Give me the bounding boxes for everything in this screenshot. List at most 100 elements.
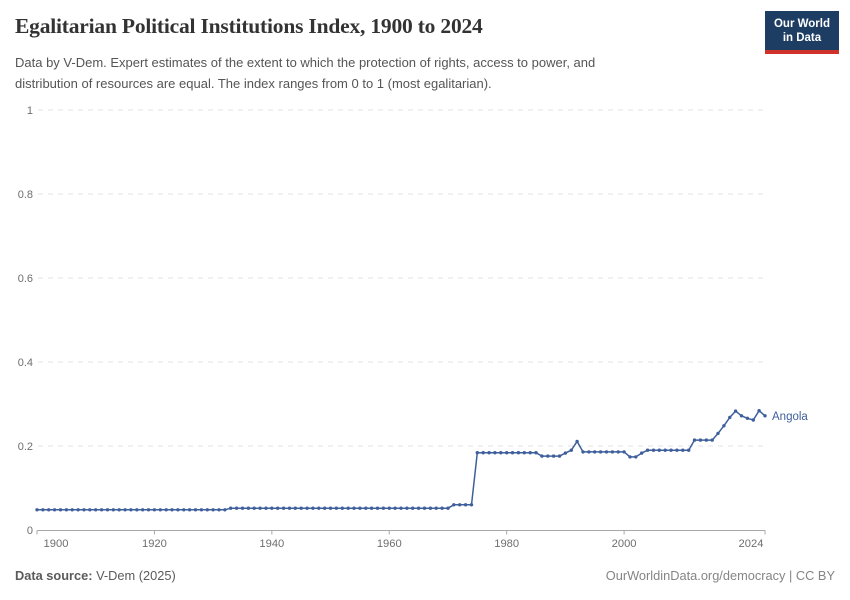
series-point bbox=[187, 508, 192, 512]
series-point bbox=[76, 508, 80, 512]
series-point bbox=[411, 506, 415, 510]
series-point bbox=[469, 503, 474, 507]
series-point bbox=[416, 506, 421, 510]
series-point bbox=[557, 454, 562, 458]
x-tick-label-1980: 1980 bbox=[494, 538, 519, 550]
series-point bbox=[463, 503, 468, 507]
data-source-label: Data source: bbox=[15, 568, 93, 583]
series-point bbox=[258, 506, 262, 510]
series-point bbox=[58, 508, 63, 512]
series-point bbox=[364, 506, 368, 510]
series-point bbox=[170, 508, 174, 512]
y-tick-label-0.6: 0.6 bbox=[18, 273, 33, 285]
series-point bbox=[317, 506, 321, 510]
series-point bbox=[141, 508, 145, 512]
series-point bbox=[399, 506, 403, 510]
series-point bbox=[598, 450, 603, 454]
y-tick-label-1: 1 bbox=[27, 105, 33, 117]
series-point bbox=[293, 506, 297, 510]
series-point bbox=[135, 508, 139, 512]
series-point bbox=[733, 409, 738, 413]
series-point bbox=[452, 503, 456, 507]
series-point bbox=[281, 506, 286, 510]
series-point bbox=[722, 424, 726, 428]
series-point bbox=[352, 506, 356, 510]
x-tick-label-1900: 1900 bbox=[44, 538, 69, 550]
series-point bbox=[534, 451, 538, 455]
series-point bbox=[481, 451, 485, 455]
series-point bbox=[340, 506, 344, 510]
series-point bbox=[505, 451, 509, 455]
page-title: Egalitarian Political Institutions Index… bbox=[15, 14, 483, 38]
series-point bbox=[270, 506, 274, 510]
x-tick-label-2000: 2000 bbox=[612, 538, 637, 550]
series-point bbox=[616, 450, 620, 454]
series-point bbox=[152, 508, 157, 512]
series-point bbox=[440, 506, 444, 510]
series-point bbox=[305, 506, 309, 510]
series-point bbox=[323, 506, 327, 510]
series-point bbox=[698, 438, 703, 442]
series-point bbox=[328, 506, 333, 510]
series-point bbox=[475, 451, 479, 455]
page-subtitle: Data by V-Dem. Expert estimates of the e… bbox=[15, 52, 715, 94]
series-point bbox=[522, 451, 526, 455]
series-point bbox=[381, 506, 386, 510]
series-point bbox=[111, 508, 116, 512]
series-point bbox=[346, 506, 350, 510]
series-point bbox=[193, 508, 198, 512]
series-point bbox=[422, 506, 427, 510]
series-point bbox=[593, 450, 597, 454]
series-point bbox=[252, 506, 256, 510]
series-point bbox=[610, 450, 615, 454]
series-point bbox=[117, 508, 121, 512]
series-point bbox=[681, 448, 685, 452]
series-point bbox=[657, 448, 661, 452]
series-point bbox=[575, 439, 579, 444]
series-point bbox=[634, 455, 638, 459]
x-tick-label-2024: 2024 bbox=[739, 538, 764, 550]
series-point bbox=[47, 508, 51, 512]
series-point bbox=[710, 438, 714, 442]
series-point bbox=[264, 506, 268, 510]
series-point bbox=[176, 508, 180, 512]
logo-line-1: Our World bbox=[773, 18, 830, 30]
series-point bbox=[704, 438, 708, 442]
x-tick-label-1940: 1940 bbox=[259, 538, 284, 550]
series-point bbox=[669, 448, 673, 452]
series-point bbox=[240, 506, 245, 510]
credit-link[interactable]: OurWorldinData.org/democracy | CC BY bbox=[605, 568, 835, 583]
series-point bbox=[745, 416, 750, 420]
series-point bbox=[199, 508, 204, 512]
series-point bbox=[70, 508, 74, 512]
series-point bbox=[458, 503, 462, 507]
y-tick-label-0.8: 0.8 bbox=[18, 189, 33, 201]
series-point bbox=[540, 454, 544, 458]
series-line-angola bbox=[37, 409, 766, 511]
series-point bbox=[164, 508, 168, 512]
series-point bbox=[751, 418, 755, 422]
series-point bbox=[246, 506, 251, 510]
series-point bbox=[434, 506, 438, 510]
series-point bbox=[563, 451, 568, 455]
series-point bbox=[287, 506, 292, 510]
series-point bbox=[387, 506, 391, 510]
series-point bbox=[528, 451, 532, 455]
entity-label-angola: Angola bbox=[772, 411, 808, 423]
series-point bbox=[158, 508, 162, 512]
series-point bbox=[205, 508, 209, 512]
series-point bbox=[358, 506, 362, 510]
x-tick-label-1960: 1960 bbox=[377, 538, 402, 550]
owid-logo[interactable]: Our World in Data bbox=[764, 11, 839, 54]
series-point bbox=[123, 508, 127, 512]
series-point bbox=[510, 451, 515, 455]
series-point bbox=[375, 506, 380, 510]
series-point bbox=[99, 508, 104, 512]
series-point bbox=[211, 508, 215, 512]
series-point bbox=[105, 508, 110, 512]
series-point bbox=[82, 508, 86, 512]
series-point bbox=[217, 508, 221, 512]
series-point bbox=[299, 506, 303, 510]
series-point bbox=[640, 451, 644, 455]
